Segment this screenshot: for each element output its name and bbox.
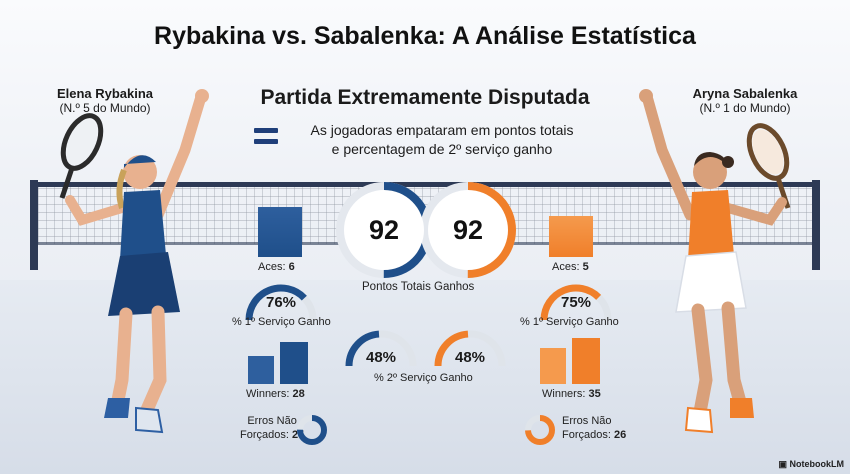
left-winners-bars <box>248 342 308 384</box>
right-second-serve-arc <box>434 330 469 367</box>
left-winners-bar-2 <box>280 342 308 384</box>
right-second-serve-value: 48% <box>454 349 486 366</box>
left-errors-donut <box>297 415 327 445</box>
total-points-rings <box>336 182 516 278</box>
right-player-illustration <box>639 89 791 434</box>
total-points-label: Pontos Totais Ganhos <box>362 281 475 293</box>
left-player-header: Elena Rybakina (N.º 5 do Mundo) <box>40 86 170 115</box>
right-first-serve-gauge <box>540 284 612 321</box>
left-aces-label: Aces: 6 <box>258 261 295 273</box>
left-aces-bar <box>258 207 302 257</box>
brand-icon: ▣ <box>778 459 790 469</box>
right-second-serve-gauge <box>434 330 506 367</box>
right-errors-donut <box>525 415 555 445</box>
left-player-rank: (N.º 5 do Mundo) <box>59 101 151 115</box>
equals-icon <box>254 128 278 150</box>
tie-note: As jogadoras empataram em pontos totais … <box>292 121 592 159</box>
left-errors-label: Erros Não Forçados: 25 <box>240 415 305 441</box>
left-player-illustration <box>59 89 209 434</box>
right-winners-bars <box>540 338 600 384</box>
right-player-header: Aryna Sabalenka (N.º 1 do Mundo) <box>680 86 810 115</box>
left-first-serve-label: % 1º Serviço Ganho <box>232 316 331 328</box>
left-first-serve-value: 76% <box>265 294 297 311</box>
right-player-name: Aryna Sabalenka <box>692 86 798 101</box>
right-errors-donut-fill <box>525 415 555 445</box>
second-serve-label: % 2º Serviço Ganho <box>374 372 473 384</box>
brand-name: NotebookLM <box>789 459 845 469</box>
right-aces-bar <box>549 216 593 257</box>
left-second-serve-gauge <box>345 330 417 367</box>
brand-watermark: ▣ NotebookLM <box>778 459 844 470</box>
left-winners-label: Winners: 28 <box>246 388 305 400</box>
right-winners-bar-1 <box>540 348 566 384</box>
left-total-points: 92 <box>344 190 424 270</box>
right-aces-label: Aces: 5 <box>552 261 589 273</box>
right-first-serve-arc <box>540 284 602 321</box>
right-winners-label: Winners: 35 <box>542 388 601 400</box>
right-player-rank: (N.º 1 do Mundo) <box>699 101 791 115</box>
left-errors-donut-fill <box>297 415 327 445</box>
left-first-serve-arc <box>245 284 307 321</box>
left-first-serve-gauge <box>245 284 317 321</box>
right-winners-bar-2 <box>572 338 600 384</box>
right-first-serve-label: % 1º Serviço Ganho <box>520 316 619 328</box>
page-title: Rybakina vs. Sabalenka: A Análise Estatí… <box>154 22 696 50</box>
right-first-serve-value: 75% <box>560 294 592 311</box>
left-second-serve-arc <box>345 330 380 367</box>
left-second-serve-value: 48% <box>365 349 397 366</box>
right-errors-label: Erros Não Forçados: 26 <box>562 415 627 441</box>
tie-note-line-1: As jogadoras empataram em pontos totais <box>310 122 574 138</box>
right-total-points-ring <box>420 182 516 278</box>
left-player-name: Elena Rybakina <box>56 86 154 101</box>
right-total-points: 92 <box>428 190 508 270</box>
subtitle: Partida Extremamente Disputada <box>260 86 590 109</box>
left-winners-bar-1 <box>248 356 274 384</box>
tie-note-line-2: e percentagem de 2º serviço ganho <box>331 141 553 157</box>
